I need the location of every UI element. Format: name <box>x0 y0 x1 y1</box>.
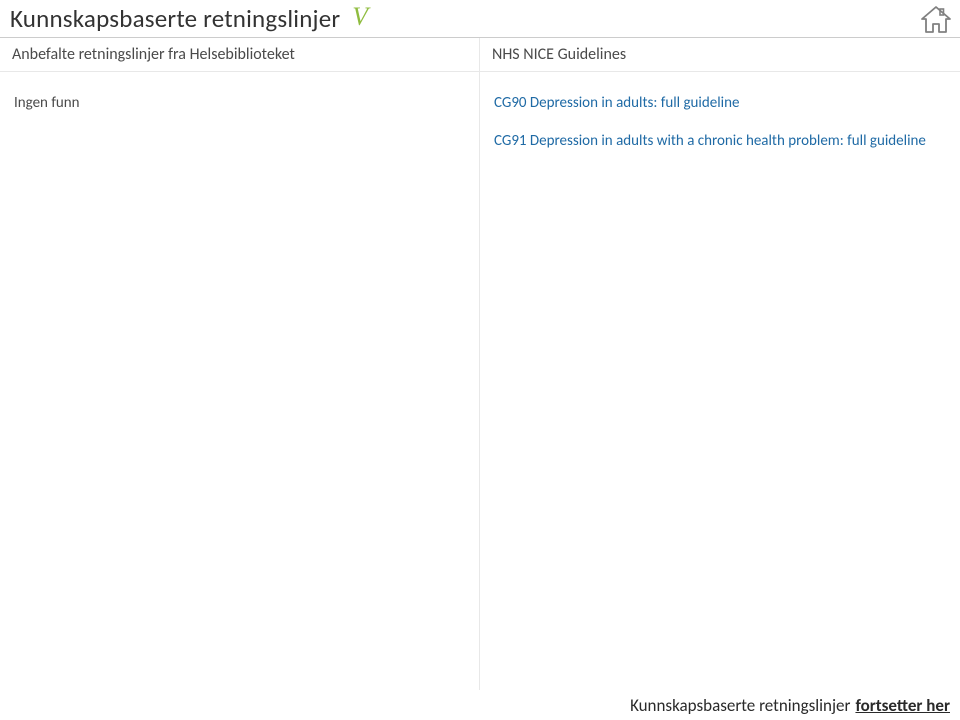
right-column-heading: NHS NICE Guidelines <box>480 38 960 71</box>
title-badge: V <box>352 2 368 32</box>
home-icon[interactable] <box>918 2 954 38</box>
right-column: CG90 Depression in adults: full guidelin… <box>480 72 960 690</box>
guideline-link[interactable]: CG90 Depression in adults: full guidelin… <box>494 94 946 114</box>
footer-text: Kunnskapsbaserte retningslinjer <box>630 695 850 716</box>
column-headers: Anbefalte retningslinjer fra Helsebiblio… <box>0 38 960 72</box>
header-bar: Kunnskapsbaserte retningslinjer V <box>0 0 960 38</box>
page-title: Kunnskapsbaserte retningslinjer <box>10 3 340 34</box>
guideline-link[interactable]: CG91 Depression in adults with a chronic… <box>494 132 946 152</box>
footer-bar: Kunnskapsbaserte retningslinjer fortsett… <box>0 690 960 720</box>
left-column: Ingen funn <box>0 72 480 690</box>
no-results-text: Ingen funn <box>14 94 465 112</box>
footer-continue-link[interactable]: fortsetter her <box>855 695 950 716</box>
content-area: Ingen funn CG90 Depression in adults: fu… <box>0 72 960 690</box>
left-column-heading: Anbefalte retningslinjer fra Helsebiblio… <box>0 38 480 71</box>
